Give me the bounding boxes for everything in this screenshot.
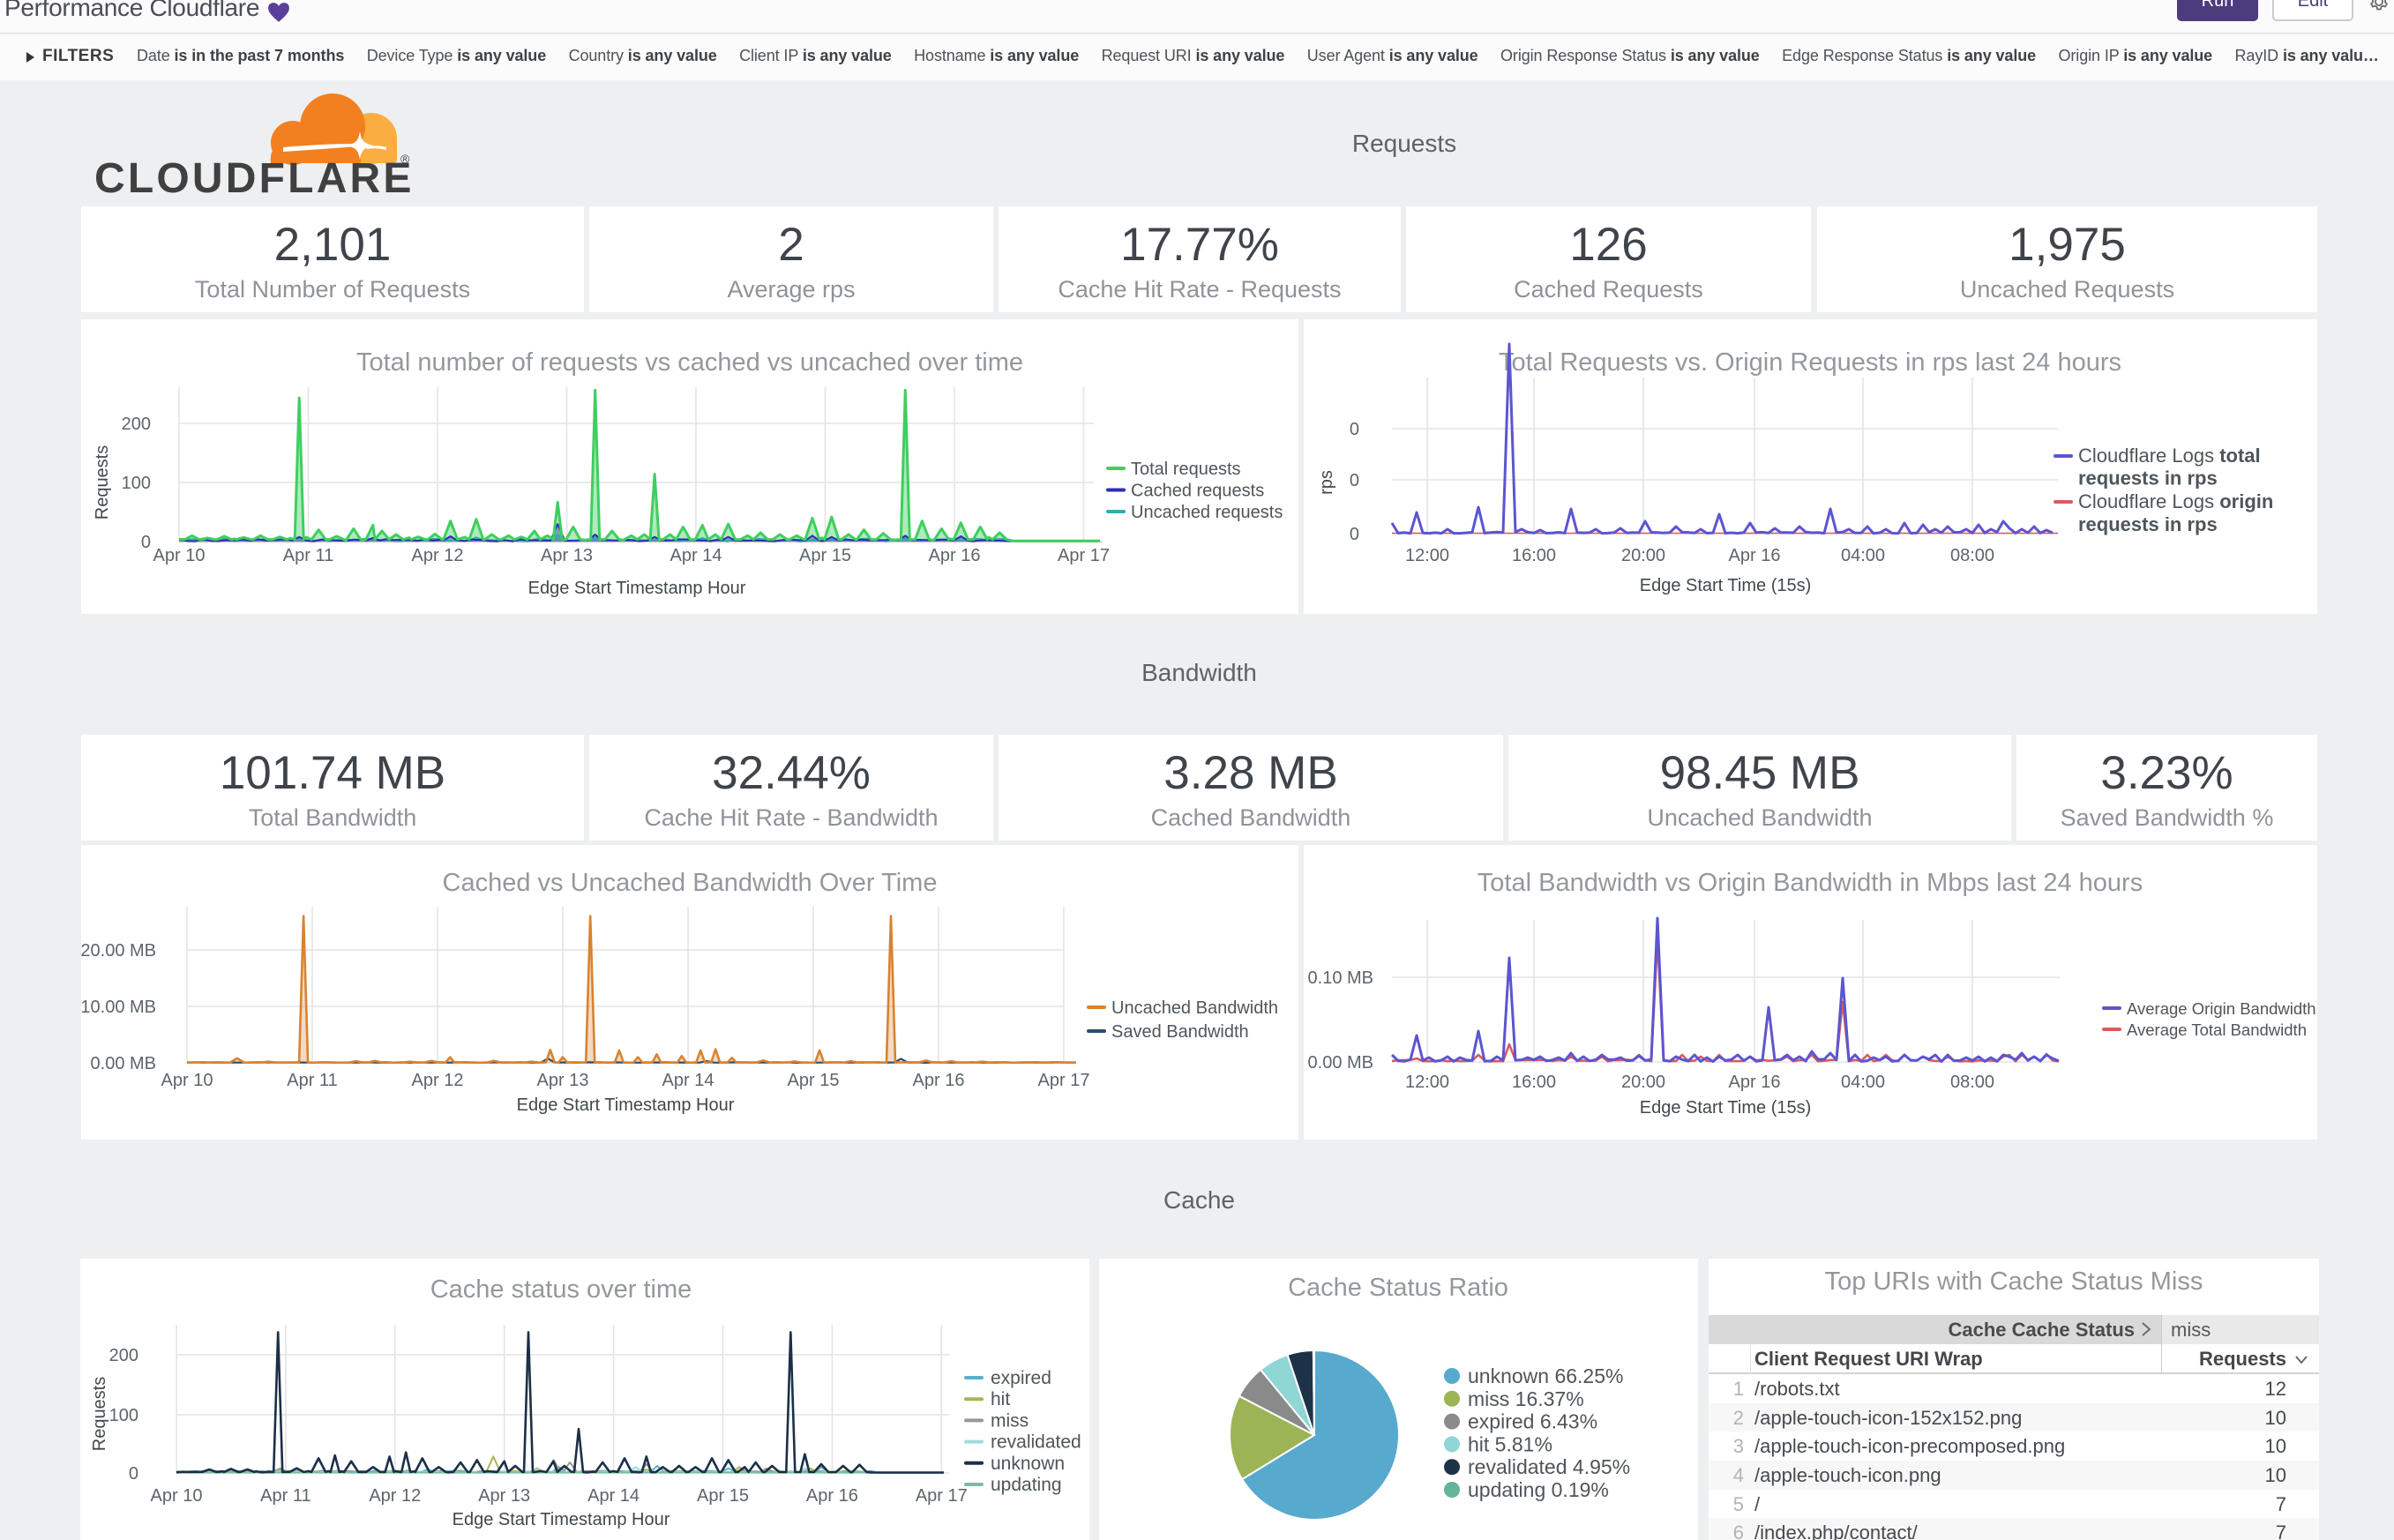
svg-text:Cached vs Uncached Bandwidth O: Cached vs Uncached Bandwidth Over Time bbox=[443, 869, 938, 897]
svg-text:08:00: 08:00 bbox=[1950, 1073, 1994, 1092]
svg-text:Apr 16: Apr 16 bbox=[1729, 1073, 1781, 1092]
svg-text:0.10 MB: 0.10 MB bbox=[1308, 968, 1373, 988]
svg-text:0.00 MB: 0.00 MB bbox=[1308, 1053, 1373, 1073]
svg-text:Apr 14: Apr 14 bbox=[670, 546, 722, 565]
svg-text:revalidated: revalidated bbox=[991, 1432, 1081, 1453]
svg-text:20:00: 20:00 bbox=[1621, 546, 1665, 565]
svg-text:Saved Bandwidth: Saved Bandwidth bbox=[1111, 1022, 1249, 1042]
svg-text:Total Bandwidth vs Origin Band: Total Bandwidth vs Origin Bandwidth in M… bbox=[1478, 869, 2143, 897]
svg-text:100: 100 bbox=[109, 1406, 138, 1425]
svg-text:04:00: 04:00 bbox=[1841, 1073, 1885, 1092]
svg-text:Apr 15: Apr 15 bbox=[799, 546, 851, 565]
svg-text:Requests: Requests bbox=[90, 1377, 109, 1452]
svg-text:200: 200 bbox=[109, 1346, 138, 1365]
svg-text:Cached requests: Cached requests bbox=[1131, 482, 1264, 501]
svg-text:Edge Start Time (15s): Edge Start Time (15s) bbox=[1640, 576, 1812, 595]
svg-text:Cache status over time: Cache status over time bbox=[430, 1275, 692, 1304]
svg-text:20:00: 20:00 bbox=[1621, 1073, 1665, 1092]
svg-text:Apr 16: Apr 16 bbox=[806, 1486, 858, 1506]
svg-text:Apr 13: Apr 13 bbox=[537, 1071, 589, 1090]
svg-text:Apr 10: Apr 10 bbox=[153, 546, 206, 565]
svg-text:Apr 11: Apr 11 bbox=[260, 1486, 310, 1506]
svg-text:Uncached requests: Uncached requests bbox=[1131, 503, 1283, 522]
svg-text:expired: expired bbox=[991, 1368, 1051, 1388]
svg-text:10.00 MB: 10.00 MB bbox=[81, 998, 156, 1017]
svg-text:hit 5.81%: hit 5.81% bbox=[1468, 1432, 1552, 1455]
svg-text:Apr 10: Apr 10 bbox=[161, 1071, 213, 1090]
svg-text:Apr 16: Apr 16 bbox=[929, 546, 981, 565]
svg-text:unknown: unknown bbox=[991, 1454, 1065, 1474]
svg-text:revalidated 4.95%: revalidated 4.95% bbox=[1468, 1455, 1630, 1478]
svg-text:Apr 17: Apr 17 bbox=[916, 1486, 968, 1506]
svg-text:Apr 15: Apr 15 bbox=[697, 1486, 749, 1506]
svg-text:Average Origin Bandwidth: Average Origin Bandwidth bbox=[2127, 999, 2316, 1018]
svg-text:Apr 11: Apr 11 bbox=[287, 1071, 337, 1090]
svg-text:Apr 12: Apr 12 bbox=[412, 546, 464, 565]
svg-text:Apr 10: Apr 10 bbox=[151, 1486, 203, 1506]
svg-text:Apr 12: Apr 12 bbox=[412, 1071, 464, 1090]
svg-text:0: 0 bbox=[1350, 525, 1359, 544]
svg-text:08:00: 08:00 bbox=[1950, 546, 1994, 565]
svg-text:Edge Start Timestamp Hour: Edge Start Timestamp Hour bbox=[517, 1095, 735, 1115]
svg-text:Total requests: Total requests bbox=[1131, 460, 1241, 479]
svg-text:100: 100 bbox=[122, 474, 151, 493]
svg-text:CLOUDFLARE: CLOUDFLARE bbox=[94, 155, 415, 201]
svg-text:requests in rps: requests in rps bbox=[2078, 467, 2218, 490]
svg-text:04:00: 04:00 bbox=[1841, 546, 1885, 565]
svg-text:Apr 12: Apr 12 bbox=[369, 1486, 421, 1506]
svg-text:Total Requests vs. Origin Requ: Total Requests vs. Origin Requests in rp… bbox=[1499, 348, 2121, 377]
svg-text:Apr 14: Apr 14 bbox=[662, 1071, 714, 1090]
svg-text:0.00 MB: 0.00 MB bbox=[91, 1054, 156, 1073]
svg-text:Apr 13: Apr 13 bbox=[541, 546, 593, 565]
svg-text:Apr 17: Apr 17 bbox=[1058, 546, 1110, 565]
svg-text:updating: updating bbox=[991, 1475, 1062, 1495]
svg-text:Edge Start Time (15s): Edge Start Time (15s) bbox=[1640, 1098, 1812, 1118]
svg-text:Apr 17: Apr 17 bbox=[1038, 1071, 1090, 1090]
svg-text:Requests: Requests bbox=[93, 445, 112, 520]
svg-text:12:00: 12:00 bbox=[1405, 1073, 1449, 1092]
svg-text:miss 16.37%: miss 16.37% bbox=[1468, 1387, 1584, 1410]
svg-text:expired 6.43%: expired 6.43% bbox=[1468, 1410, 1597, 1433]
svg-text:Average Total Bandwidth: Average Total Bandwidth bbox=[2127, 1020, 2307, 1039]
svg-text:unknown 66.25%: unknown 66.25% bbox=[1468, 1364, 1623, 1387]
svg-text:miss: miss bbox=[991, 1410, 1029, 1431]
svg-text:®: ® bbox=[400, 152, 410, 166]
svg-text:rps: rps bbox=[1317, 470, 1336, 495]
svg-text:Cloudflare Logs origin: Cloudflare Logs origin bbox=[2078, 490, 2273, 512]
svg-text:Apr 13: Apr 13 bbox=[478, 1486, 530, 1506]
svg-text:0: 0 bbox=[129, 1464, 138, 1484]
svg-text:200: 200 bbox=[122, 415, 151, 434]
svg-text:20.00 MB: 20.00 MB bbox=[81, 941, 156, 961]
svg-text:Edge Start Timestamp Hour: Edge Start Timestamp Hour bbox=[453, 1510, 670, 1529]
svg-text:Apr 16: Apr 16 bbox=[1729, 546, 1781, 565]
svg-text:Uncached Bandwidth: Uncached Bandwidth bbox=[1111, 998, 1278, 1018]
svg-text:Cache Status Ratio: Cache Status Ratio bbox=[1288, 1274, 1508, 1302]
svg-text:Edge Start Timestamp Hour: Edge Start Timestamp Hour bbox=[528, 579, 746, 598]
svg-text:16:00: 16:00 bbox=[1512, 1073, 1556, 1092]
svg-text:Apr 14: Apr 14 bbox=[587, 1486, 640, 1506]
svg-text:12:00: 12:00 bbox=[1405, 546, 1449, 565]
svg-text:Cloudflare Logs total: Cloudflare Logs total bbox=[2078, 445, 2261, 467]
svg-text:Total number of requests vs ca: Total number of requests vs cached vs un… bbox=[356, 348, 1023, 377]
svg-text:updating 0.19%: updating 0.19% bbox=[1468, 1478, 1609, 1501]
svg-text:Apr 11: Apr 11 bbox=[283, 546, 333, 565]
svg-text:Apr 15: Apr 15 bbox=[788, 1071, 840, 1090]
svg-text:0: 0 bbox=[1350, 420, 1359, 439]
svg-text:16:00: 16:00 bbox=[1512, 546, 1556, 565]
svg-text:0: 0 bbox=[1350, 471, 1359, 490]
svg-text:requests in rps: requests in rps bbox=[2078, 513, 2218, 535]
svg-text:0: 0 bbox=[141, 533, 151, 552]
svg-text:Apr 16: Apr 16 bbox=[913, 1071, 965, 1090]
svg-text:hit: hit bbox=[991, 1389, 1010, 1409]
